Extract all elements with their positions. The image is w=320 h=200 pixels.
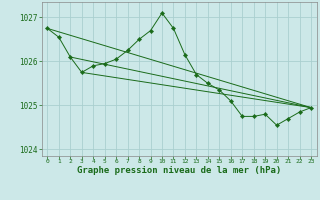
X-axis label: Graphe pression niveau de la mer (hPa): Graphe pression niveau de la mer (hPa) (77, 166, 281, 175)
